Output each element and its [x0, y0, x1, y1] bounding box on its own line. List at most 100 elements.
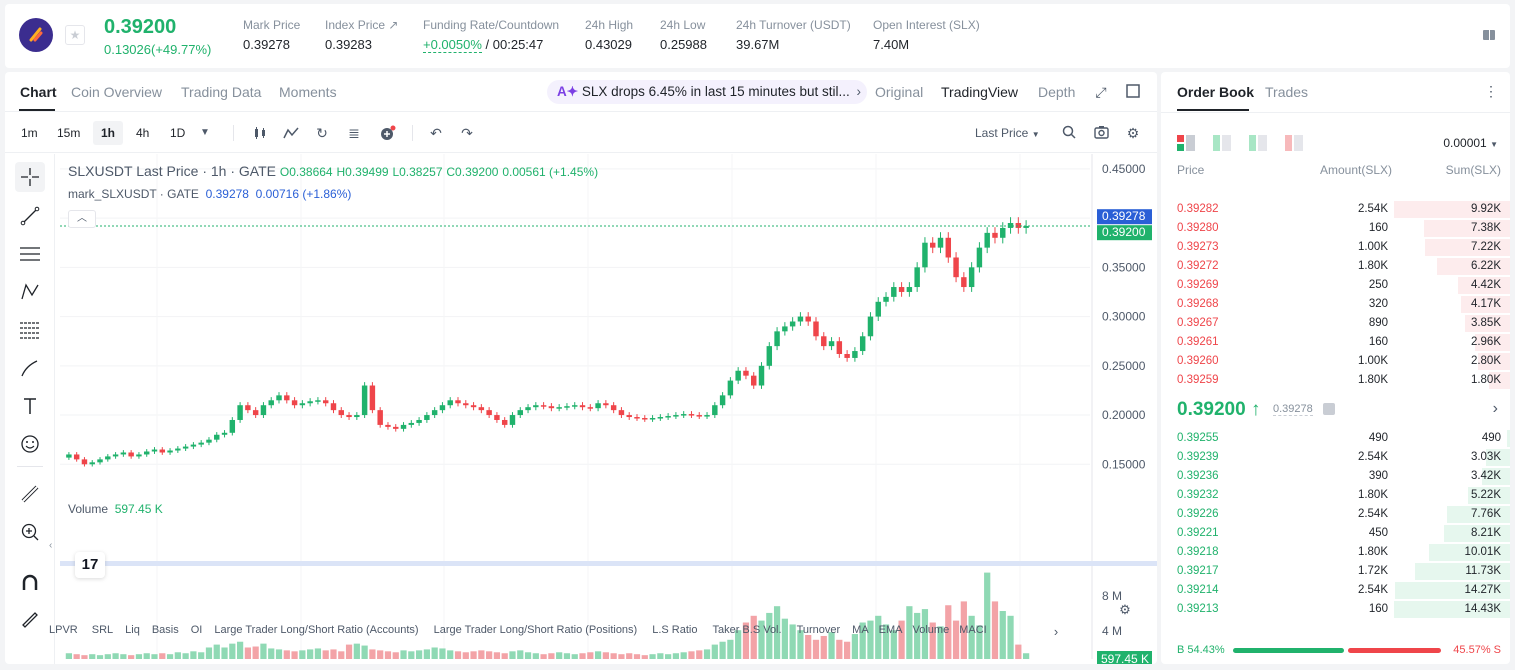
mid-mark-price[interactable]: 0.39278: [1273, 403, 1313, 416]
indicator-taker-b-s-vol-[interactable]: Taker B.S Vol.: [712, 624, 782, 636]
ask-row[interactable]: 0.39269 250 4.42K: [1161, 276, 1510, 295]
stat-index-price[interactable]: Index Price ↗ 0.39283: [325, 18, 398, 52]
indicator-basis[interactable]: Basis: [151, 624, 179, 636]
indicator-liq[interactable]: Liq: [125, 624, 140, 636]
ask-row[interactable]: 0.39282 2.54K 9.92K: [1161, 200, 1510, 219]
bid-row[interactable]: 0.39218 1.80K 10.01K: [1161, 543, 1510, 562]
ask-row[interactable]: 0.39280 160 7.38K: [1161, 219, 1510, 238]
view-depth[interactable]: Depth: [1038, 84, 1076, 100]
indicator-ma[interactable]: MA: [852, 624, 869, 636]
indicator-volume[interactable]: Volume: [912, 624, 950, 636]
layout-bids-icon[interactable]: [1213, 135, 1231, 156]
ask-row[interactable]: 0.39260 1.00K 2.80K: [1161, 352, 1510, 371]
layout-asks-icon[interactable]: [1285, 135, 1303, 156]
trend-line-icon[interactable]: [15, 201, 45, 231]
timeframe-1h[interactable]: 1h: [93, 121, 124, 145]
indicator-maci[interactable]: MACI: [959, 624, 987, 636]
magnet-icon[interactable]: [15, 568, 45, 598]
tab-order-book[interactable]: Order Book: [1177, 84, 1255, 100]
ask-row[interactable]: 0.39261 160 2.96K: [1161, 333, 1510, 352]
undo-icon[interactable]: ↶: [430, 125, 442, 141]
indicators-icon[interactable]: [283, 125, 299, 141]
view-tradingview[interactable]: TradingView: [941, 84, 1019, 100]
favorite-star-icon[interactable]: ★: [65, 25, 85, 45]
crosshair-icon[interactable]: [15, 162, 45, 192]
indicator-ema[interactable]: EMA: [878, 624, 903, 636]
search-icon[interactable]: [1061, 125, 1077, 141]
collapse-legend-button[interactable]: ︿: [68, 210, 96, 228]
compare-icon[interactable]: ↻: [316, 125, 328, 141]
ask-row[interactable]: 0.39268 320 4.17K: [1161, 295, 1510, 314]
more-options-icon[interactable]: ⋮: [1484, 83, 1498, 99]
timeframe-4h[interactable]: 4h: [136, 126, 150, 140]
guide-book-icon[interactable]: [1482, 28, 1496, 42]
bid-row[interactable]: 0.39217 1.72K 11.73K: [1161, 562, 1510, 581]
precision-select[interactable]: 0.00001 ▼: [1443, 136, 1498, 150]
tab-chart[interactable]: Chart: [20, 84, 57, 100]
candle-body: [167, 450, 173, 453]
timeframe-15m[interactable]: 15m: [57, 126, 81, 140]
ask-row[interactable]: 0.39272 1.80K 6.22K: [1161, 257, 1510, 276]
alerts-icon[interactable]: [379, 125, 396, 141]
bid-row[interactable]: 0.39232 1.80K 5.22K: [1161, 486, 1510, 505]
view-original[interactable]: Original: [875, 84, 924, 100]
bid-row[interactable]: 0.39239 2.54K 3.03K: [1161, 448, 1510, 467]
pattern-icon[interactable]: [15, 277, 45, 307]
bid-row[interactable]: 0.39214 2.54K 14.27K: [1161, 581, 1510, 600]
bid-row[interactable]: 0.39255 490 490: [1161, 429, 1510, 448]
ruler-icon[interactable]: [15, 479, 45, 509]
collapse-toolbar-icon[interactable]: ‹: [49, 540, 53, 551]
brush-icon[interactable]: [15, 353, 45, 383]
ask-row[interactable]: 0.39267 890 3.85K: [1161, 314, 1510, 333]
timeframe-1m[interactable]: 1m: [21, 126, 38, 140]
indicator-turnover[interactable]: Turnover: [796, 624, 841, 636]
indicator-large-trader-long-short-ratio-positions-[interactable]: Large Trader Long/Short Ratio (Positions…: [433, 624, 638, 636]
expand-icon[interactable]: ⤢: [1095, 84, 1107, 100]
emoji-icon[interactable]: [15, 429, 45, 459]
indicator-srl[interactable]: SRL: [91, 624, 114, 636]
layout-green-icon[interactable]: [1249, 135, 1267, 156]
tab-trades[interactable]: Trades: [1265, 84, 1309, 100]
templates-icon[interactable]: ≣: [348, 125, 360, 141]
fullscreen-icon[interactable]: [1125, 84, 1141, 100]
indicator-oi[interactable]: OI: [190, 624, 203, 636]
settings-gear-icon[interactable]: ⚙: [1126, 125, 1140, 141]
text-tool-icon[interactable]: [15, 391, 45, 421]
ask-row[interactable]: 0.39259 1.80K 1.80K: [1161, 371, 1510, 390]
tradingview-logo[interactable]: 17: [75, 552, 105, 578]
indicator-lpvr[interactable]: LPVR: [49, 624, 78, 636]
bid-row[interactable]: 0.39221 450 8.21K: [1161, 524, 1510, 543]
bid-row[interactable]: 0.39236 390 3.42K: [1161, 467, 1510, 486]
chevron-right-icon[interactable]: ›: [1053, 624, 1059, 639]
stat-open-interest: Open Interest (SLX) 7.40M: [873, 18, 980, 52]
bid-row[interactable]: 0.39226 2.54K 7.76K: [1161, 505, 1510, 524]
fib-retracement-icon[interactable]: [15, 315, 45, 345]
price-chart[interactable]: 0.450000.400000.350000.300000.250000.200…: [60, 154, 1157, 664]
tab-moments[interactable]: Moments: [279, 84, 337, 100]
indicator-l-s-ratio[interactable]: L.S Ratio: [652, 624, 698, 636]
tab-coin-overview[interactable]: Coin Overview: [71, 84, 163, 100]
bid-row[interactable]: 0.39213 160 14.43K: [1161, 600, 1510, 619]
candle-type-icon[interactable]: [253, 125, 269, 141]
open-value: O0.38664: [279, 165, 333, 179]
redo-icon[interactable]: ↷: [461, 125, 473, 141]
price-type-label: Last Price: [975, 126, 1029, 140]
pencil-lock-icon[interactable]: [15, 606, 45, 630]
volume-bar: [322, 650, 329, 659]
horizontal-lines-icon[interactable]: [15, 239, 45, 269]
camera-icon[interactable]: [1093, 125, 1109, 141]
tab-trading-data[interactable]: Trading Data: [181, 84, 262, 100]
indicator-large-trader-long-short-ratio-accounts-[interactable]: Large Trader Long/Short Ratio (Accounts): [214, 624, 419, 636]
chart-tabs: Chart Coin Overview Trading Data Moments…: [5, 72, 1157, 112]
chart-settings-icon[interactable]: ⚙: [1119, 602, 1131, 617]
timeframe-1d[interactable]: 1D: [170, 126, 186, 140]
ask-row[interactable]: 0.39273 1.00K 7.22K: [1161, 238, 1510, 257]
shield-icon[interactable]: [1323, 403, 1335, 415]
ai-alert-banner[interactable]: A✦ SLX drops 6.45% in last 15 minutes bu…: [547, 80, 867, 104]
timeframe-dropdown-icon[interactable]: ▼: [200, 127, 210, 138]
layout-both-icon[interactable]: [1177, 135, 1195, 156]
price-type-select[interactable]: Last Price ▼: [975, 126, 1040, 140]
funding-rate[interactable]: +0.0050%: [423, 37, 482, 53]
chevron-right-icon[interactable]: ›: [1492, 400, 1498, 417]
zoom-in-icon[interactable]: [15, 517, 45, 547]
